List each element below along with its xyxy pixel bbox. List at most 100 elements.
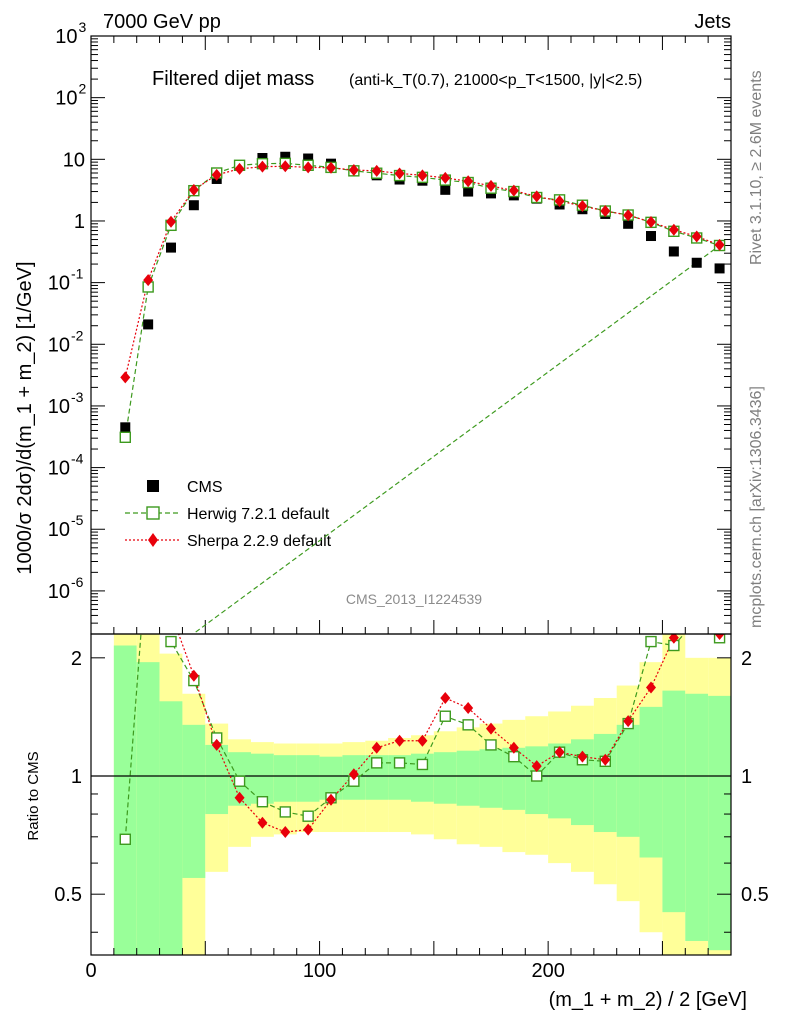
ytick-label-main: 10 -4 <box>48 451 84 480</box>
data-point-sherpa <box>417 169 428 182</box>
ytick-label-exp: 3 <box>79 19 87 35</box>
band-inner-bin <box>182 724 206 878</box>
data-point-sherpa <box>280 160 291 173</box>
ratio-point-herwig <box>119 833 131 845</box>
ytick-label-main: 10 -5 <box>48 512 84 541</box>
ytick-label-main: 10 2 <box>55 81 86 110</box>
ratio-point-herwig <box>416 758 429 771</box>
band-inner-bin <box>136 662 160 955</box>
ratio-point-sherpa <box>166 607 176 619</box>
data-point-sherpa <box>188 183 199 196</box>
data-point-cms <box>166 242 176 253</box>
ratio-point-sherpa <box>440 692 451 705</box>
data-point-sherpa <box>486 179 496 192</box>
ytick-label-exp: -3 <box>71 389 84 405</box>
ratio-point-sherpa <box>577 750 588 763</box>
ytick-label-ratio: 1 <box>71 766 82 788</box>
legend-marker-sherpa <box>148 533 158 547</box>
band-inner-bin <box>479 749 503 808</box>
xtick-label: 100 <box>303 960 336 982</box>
band-inner-bin <box>411 753 434 802</box>
band-inner-bin <box>502 747 526 810</box>
data-point-sherpa <box>120 371 131 384</box>
ratio-point-herwig <box>531 770 543 782</box>
ytick-label-ratio-right: 2 <box>741 648 752 670</box>
data-point-sherpa <box>211 168 222 181</box>
header-right: Jets <box>694 11 731 33</box>
series-line-sherpa <box>124 165 720 378</box>
ratio-point-sherpa <box>280 826 291 839</box>
data-point-cms <box>280 151 291 162</box>
analysis-id: CMS_2013_I1224539 <box>346 591 482 607</box>
data-point-sherpa <box>257 160 268 173</box>
band-inner-bin <box>708 695 731 951</box>
band-inner-bin <box>433 752 457 804</box>
ytick-label-exp: -4 <box>71 451 84 467</box>
data-point-cms <box>646 231 656 242</box>
band-inner-bin <box>685 693 709 941</box>
data-point-sherpa <box>303 161 314 174</box>
band-inner-bin <box>113 645 137 955</box>
data-point-sherpa <box>577 199 588 212</box>
ratio-point-sherpa <box>257 816 268 829</box>
ratio-point-sherpa <box>486 722 496 735</box>
data-point-sherpa <box>691 230 702 243</box>
band-inner-bin <box>616 724 640 837</box>
ratio-point-sherpa <box>714 634 725 640</box>
ratio-point-sherpa <box>348 768 359 781</box>
ratio-point-herwig <box>485 739 497 751</box>
title-main: Filtered dijet mass <box>152 68 314 90</box>
legend-label-herwig: Herwig 7.2.1 default <box>187 506 330 523</box>
ratio-plot-area <box>119 607 726 845</box>
ratio-point-sherpa <box>623 715 634 728</box>
ratio-point-sherpa <box>554 746 565 759</box>
main-title: Filtered dijet mass (anti-k_T(0.7), 2100… <box>152 68 642 90</box>
ytick-label-ratio: 2 <box>71 648 82 670</box>
data-point-cms <box>440 184 451 195</box>
title-sub: (anti-k_T(0.7), 21000<p_T<1500, |y|<2.5) <box>349 72 642 89</box>
data-point-cms <box>143 319 154 330</box>
ytick-label-ratio: 0.5 <box>54 884 82 906</box>
header-left: 7000 GeV pp <box>103 11 221 33</box>
ytick-label-text: 10 <box>55 26 77 48</box>
ytick-label-exp: -1 <box>71 266 84 282</box>
ytick-label-text: 1 <box>74 211 85 233</box>
data-point-sherpa <box>714 238 725 251</box>
band-inner-bin <box>571 739 594 826</box>
ratio-point-sherpa <box>646 681 656 694</box>
data-point-sherpa <box>326 161 336 174</box>
data-point-sherpa <box>646 216 656 229</box>
ytick-label-main: 10 <box>63 149 85 171</box>
ratio-point-herwig <box>439 710 451 722</box>
ratio-point-herwig <box>645 635 657 648</box>
data-point-cms <box>691 257 702 268</box>
ratio-point-herwig <box>302 810 314 822</box>
ratio-point-herwig <box>371 757 383 769</box>
ratio-point-herwig <box>256 796 269 808</box>
data-point-sherpa <box>348 164 359 177</box>
ytick-label-main: 10 -1 <box>48 266 84 295</box>
ratio-point-herwig <box>279 806 291 818</box>
ytick-label-text: 10 <box>48 273 70 295</box>
ratio-point-herwig <box>165 635 177 648</box>
ytick-label-ratio-right: 1 <box>741 766 752 788</box>
ratio-point-sherpa <box>668 634 679 644</box>
band-inner-bin <box>662 690 686 913</box>
ytick-label-main: 10 3 <box>55 19 86 48</box>
ratio-point-sherpa <box>326 793 336 806</box>
ytick-label-exp: -2 <box>71 327 84 343</box>
band-inner-bin <box>639 706 663 858</box>
ytick-label-exp: -6 <box>71 574 84 590</box>
ratio-ylabel: Ratio to CMS <box>25 751 42 840</box>
ratio-point-sherpa <box>211 738 222 751</box>
ytick-label-main: 10 -6 <box>48 574 84 603</box>
band-inner-bin <box>593 733 617 833</box>
ytick-label-text: 10 <box>48 334 70 356</box>
data-point-sherpa <box>166 215 176 228</box>
ytick-label-main: 1 <box>74 211 85 233</box>
series-line-herwig <box>124 162 721 634</box>
ratio-point-herwig <box>462 719 474 731</box>
ratio-line-sherpa <box>177 634 720 833</box>
legend-label-cms: CMS <box>187 479 223 496</box>
ratio-point-sherpa <box>234 791 245 804</box>
